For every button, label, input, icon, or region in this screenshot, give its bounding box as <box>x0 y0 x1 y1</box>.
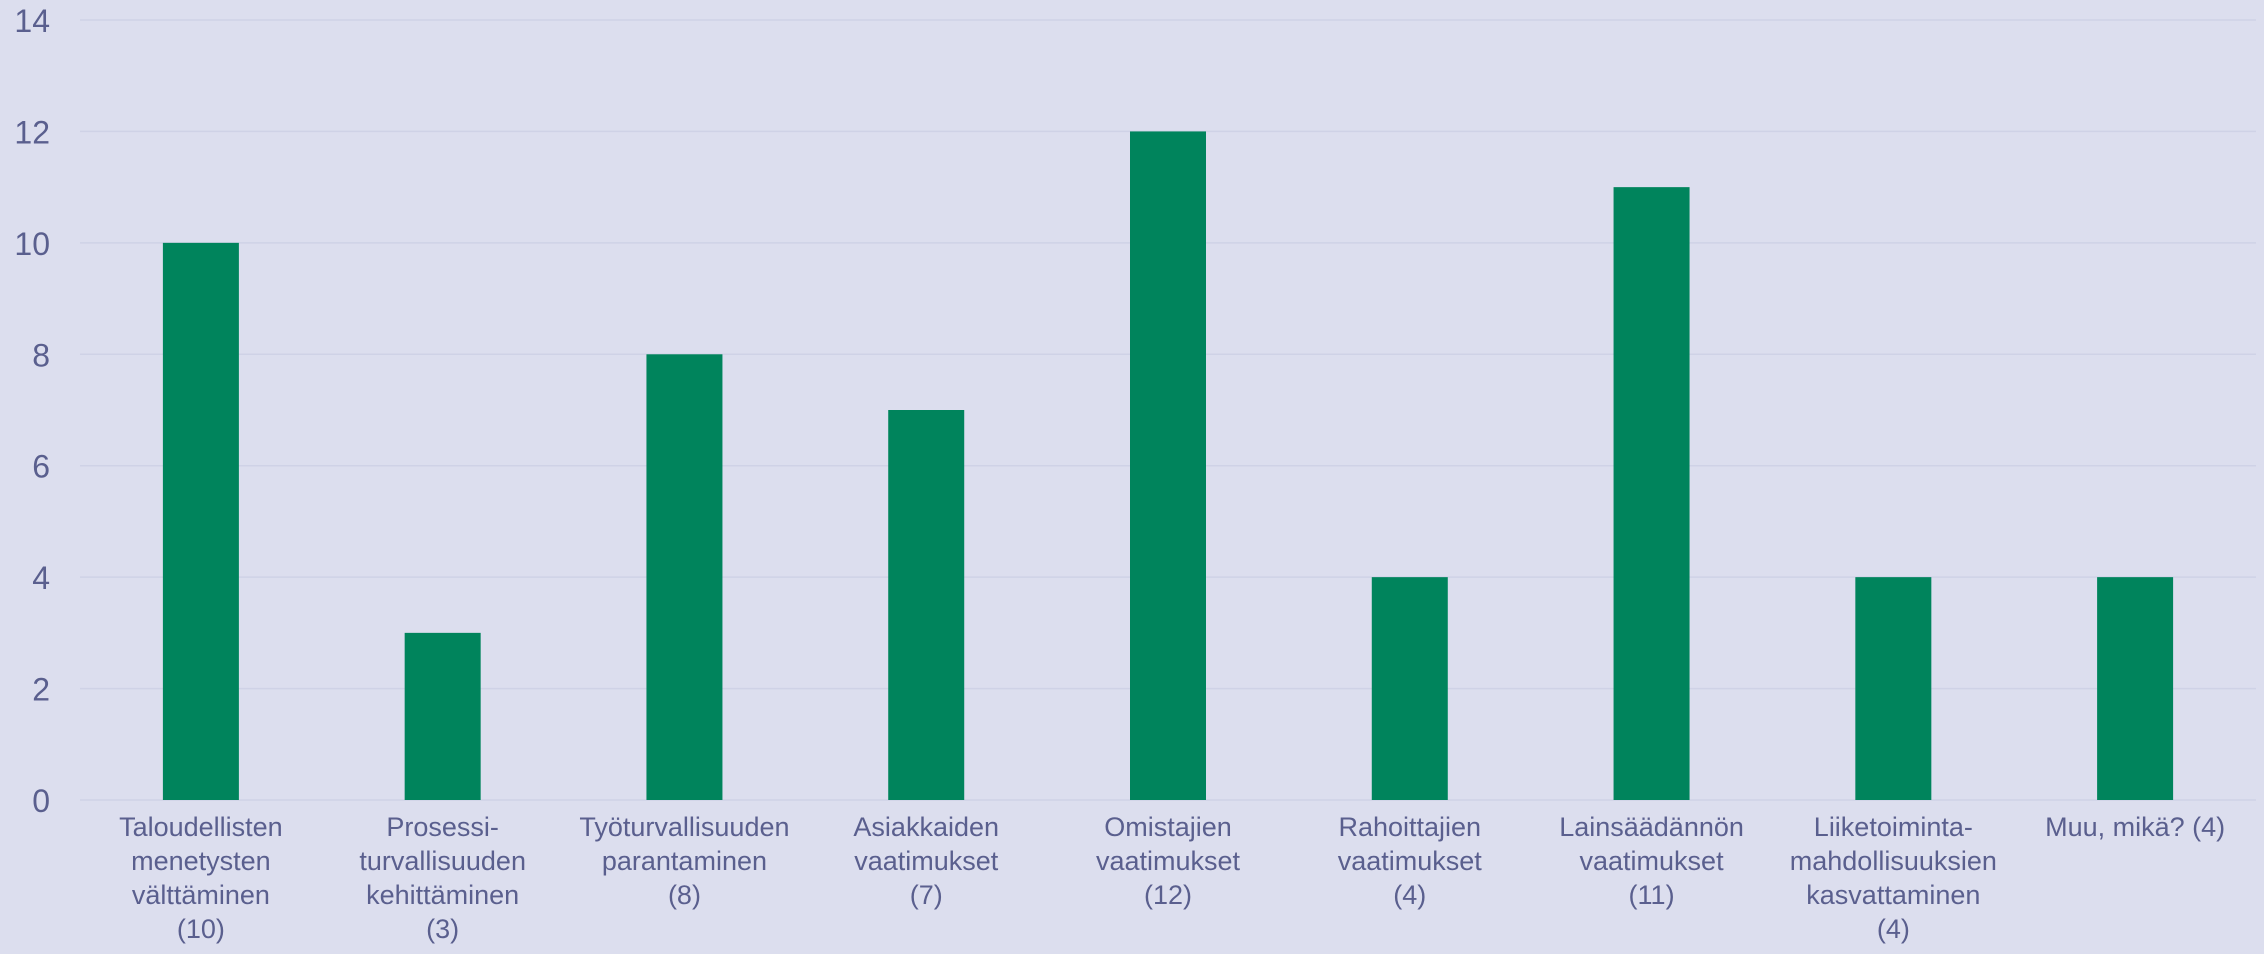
x-category-label-line: (12) <box>1144 880 1192 910</box>
x-category-label-line: kehittäminen <box>366 880 519 910</box>
x-category-label-line: Muu, mikä? (4) <box>2045 812 2225 842</box>
x-category-label: Omistajien vaatimukset (12) <box>1096 812 1241 910</box>
y-tick-label: 8 <box>32 337 50 373</box>
x-category-label: Rahoittajien vaatimukset (4) <box>1338 812 1483 910</box>
x-category-label-line: Lainsäädännön <box>1559 812 1744 842</box>
x-category-label-line: turvallisuuden <box>359 846 526 876</box>
x-category-label-line: (7) <box>910 880 943 910</box>
x-category-label-line: (8) <box>668 880 701 910</box>
bar <box>2097 577 2174 800</box>
y-tick-label: 10 <box>14 226 50 262</box>
x-category-label-line: Taloudellisten <box>119 812 283 842</box>
y-tick-label: 6 <box>32 449 50 485</box>
x-category-label-line: Työturvallisuuden <box>579 812 789 842</box>
x-category-label: Asiakkaiden vaatimukset (7) <box>853 812 999 910</box>
x-category-label-line: (11) <box>1629 880 1675 910</box>
bar <box>1855 577 1932 800</box>
x-category-label-line: (4) <box>1393 880 1426 910</box>
x-category-label-line: Liiketoiminta- <box>1814 812 1973 842</box>
x-category-label-line: (4) <box>1877 914 1910 944</box>
bars <box>162 131 2174 801</box>
bar <box>162 242 239 800</box>
x-category-label-line: parantaminen <box>602 846 767 876</box>
x-category-label-line: Prosessi- <box>386 812 499 842</box>
x-category-label: Lainsäädännön vaatimukset (11) <box>1559 812 1744 910</box>
x-category-label: Muu, mikä? (4) <box>2045 812 2225 842</box>
bar <box>1371 577 1448 800</box>
x-category-label-line: kasvattaminen <box>1806 880 1980 910</box>
y-tick-label: 4 <box>32 560 50 596</box>
x-category-label-line: vaatimukset <box>1096 846 1241 876</box>
x-category-label-line: Asiakkaiden <box>853 812 999 842</box>
bar <box>404 632 481 800</box>
y-tick-label: 0 <box>32 783 50 819</box>
x-category-label: Prosessi-turvallisuuden kehittäminen (3) <box>359 812 526 944</box>
bar <box>1613 187 1690 801</box>
x-category-label-line: menetysten <box>131 846 271 876</box>
x-category-label-line: mahdollisuuksien <box>1790 846 1997 876</box>
y-tick-label: 12 <box>14 114 50 150</box>
bar <box>1130 131 1206 800</box>
x-category-label-line: (10) <box>177 914 225 944</box>
x-category-label-line: (3) <box>426 914 459 944</box>
x-category-label-line: Omistajien <box>1104 812 1232 842</box>
x-category-label-line: Rahoittajien <box>1338 812 1481 842</box>
x-category-label-line: vaatimukset <box>1338 846 1483 876</box>
x-category-label: Liiketoiminta-mahdollisuuksien kasvattami… <box>1790 812 1997 944</box>
x-category-label: Työturvallisuuden parantaminen (8) <box>579 812 789 910</box>
x-category-label-line: vaatimukset <box>854 846 999 876</box>
x-category-label: Taloudellisten menetysten välttäminen (10) <box>119 812 283 944</box>
bar <box>888 410 965 800</box>
y-tick-label: 2 <box>32 672 50 708</box>
y-tick-label: 14 <box>14 3 50 39</box>
bar <box>646 354 723 800</box>
x-axis-labels: Taloudellisten menetysten välttäminen (10) P… <box>119 812 2225 944</box>
y-axis-ticks: 0 2 4 6 8 10 12 14 <box>14 3 50 819</box>
x-category-label-line: vaatimukset <box>1580 846 1725 876</box>
x-category-label-line: välttäminen <box>132 880 270 910</box>
